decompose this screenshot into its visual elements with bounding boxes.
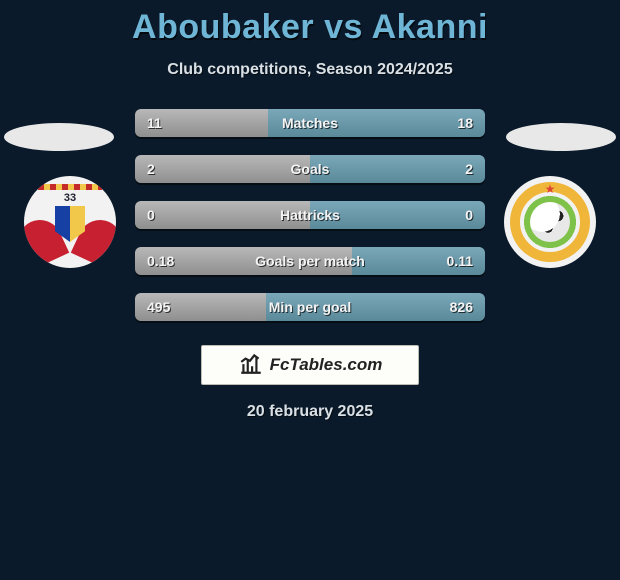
stat-label: Goals [291,161,330,177]
stat-bars: 11 Matches 18 2 Goals 2 0 Hattricks 0 0.… [135,109,485,321]
page-title: Aboubaker vs Akanni [0,8,620,47]
club-crest-left-graphic: 33 [24,176,116,268]
bar-chart-icon [238,350,264,381]
stat-value-left: 0.18 [147,253,174,269]
club-crest-right: ★ [504,176,596,268]
brand-box: FcTables.com [201,345,419,385]
brand-text: FcTables.com [270,355,383,375]
club-crest-left: 33 [24,176,116,268]
stat-bar: 0 Hattricks 0 [135,201,485,229]
club-crest-right-graphic: ★ [504,176,596,268]
stat-value-right: 826 [450,299,473,315]
player-ellipse-left [4,123,114,151]
stat-bar: 0.18 Goals per match 0.11 [135,247,485,275]
stat-bar-right-seg [310,155,485,183]
stat-value-right: 0 [465,207,473,223]
update-date: 20 february 2025 [0,403,620,421]
stat-value-right: 18 [457,115,473,131]
stat-value-left: 2 [147,161,155,177]
stat-label: Matches [282,115,338,131]
stat-bar: 2 Goals 2 [135,155,485,183]
comparison-card: Aboubaker vs Akanni Club competitions, S… [0,0,620,421]
stat-value-left: 495 [147,299,170,315]
stat-label: Hattricks [280,207,340,223]
stat-bar: 495 Min per goal 826 [135,293,485,321]
stat-bar: 11 Matches 18 [135,109,485,137]
stat-value-right: 2 [465,161,473,177]
stat-value-left: 0 [147,207,155,223]
stat-label: Min per goal [269,299,351,315]
stat-bar-left-seg [135,155,310,183]
stat-value-left: 11 [147,115,162,131]
page-subtitle: Club competitions, Season 2024/2025 [0,61,620,79]
stat-value-right: 0.11 [447,253,473,269]
stat-label: Goals per match [255,253,365,269]
player-ellipse-right [506,123,616,151]
